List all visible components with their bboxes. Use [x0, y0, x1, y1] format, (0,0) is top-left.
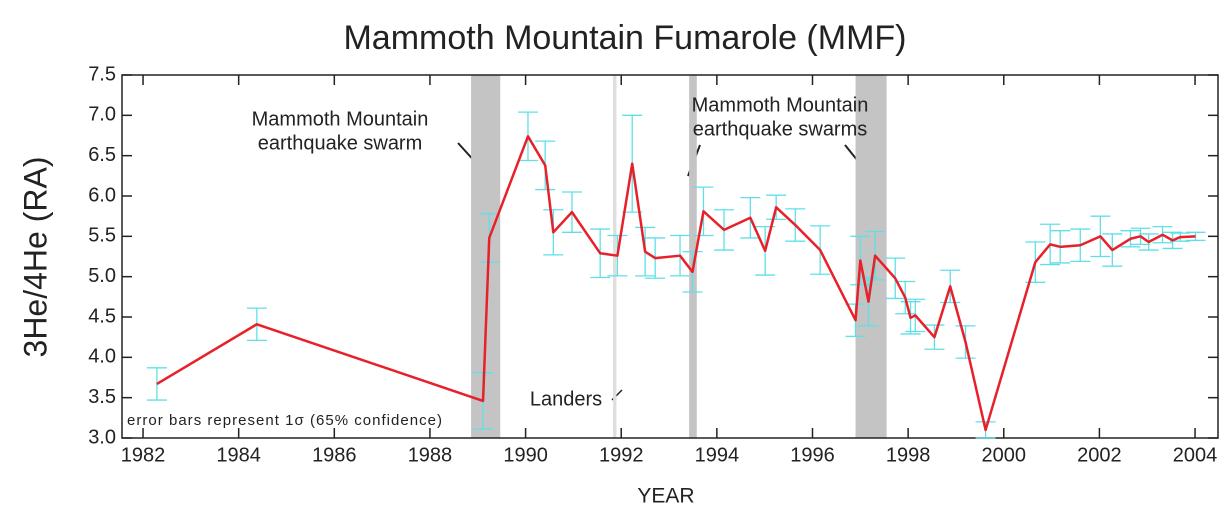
x-tick-label: 1996 [790, 444, 835, 466]
x-tick-label: 2002 [1077, 444, 1122, 466]
y-tick-label: 4.5 [88, 305, 116, 327]
annotation: error bars represent 1σ (65% confidence) [127, 412, 442, 429]
annotation: earthquake swarm [258, 132, 423, 154]
x-tick-label: 1982 [121, 444, 166, 466]
y-tick-label: 5.5 [88, 225, 116, 247]
error-bar [1185, 231, 1206, 242]
x-axis-label: YEAR [637, 485, 694, 508]
x-tick-label: 1984 [216, 444, 261, 466]
data-line [156, 135, 1196, 432]
y-tick-label: 4.0 [88, 346, 116, 368]
x-tick-label: 2004 [1173, 444, 1218, 466]
x-tick-label: 1988 [408, 444, 453, 466]
y-tick-label: 5.0 [88, 265, 116, 287]
y-tick-label: 3.0 [88, 426, 116, 448]
annotation: earthquake swarms [693, 118, 868, 140]
x-tick-label: 1990 [503, 444, 548, 466]
plot-frame [121, 74, 1219, 439]
y-tick-label: 3.5 [88, 386, 116, 408]
annotation: Mammoth Mountain [692, 94, 869, 116]
x-tick-label: 1992 [599, 444, 644, 466]
y-axis-label: 3He/4He (RA) [17, 157, 53, 358]
annotation: Landers [530, 388, 602, 410]
y-tick-label: 6.5 [88, 144, 116, 166]
x-tick-label: 2000 [982, 444, 1027, 466]
annotation: Mammoth Mountain [252, 108, 429, 130]
x-tick-label: 1994 [695, 444, 740, 466]
y-tick-label: 7.5 [88, 63, 116, 85]
y-tick-label: 7.0 [88, 104, 116, 126]
shaded-period [471, 75, 501, 438]
chart-title: Mammoth Mountain Fumarole (MMF) [343, 19, 906, 57]
x-tick-label: 1998 [886, 444, 931, 466]
x-tick-label: 1986 [312, 444, 357, 466]
y-tick-label: 6.0 [88, 184, 116, 206]
